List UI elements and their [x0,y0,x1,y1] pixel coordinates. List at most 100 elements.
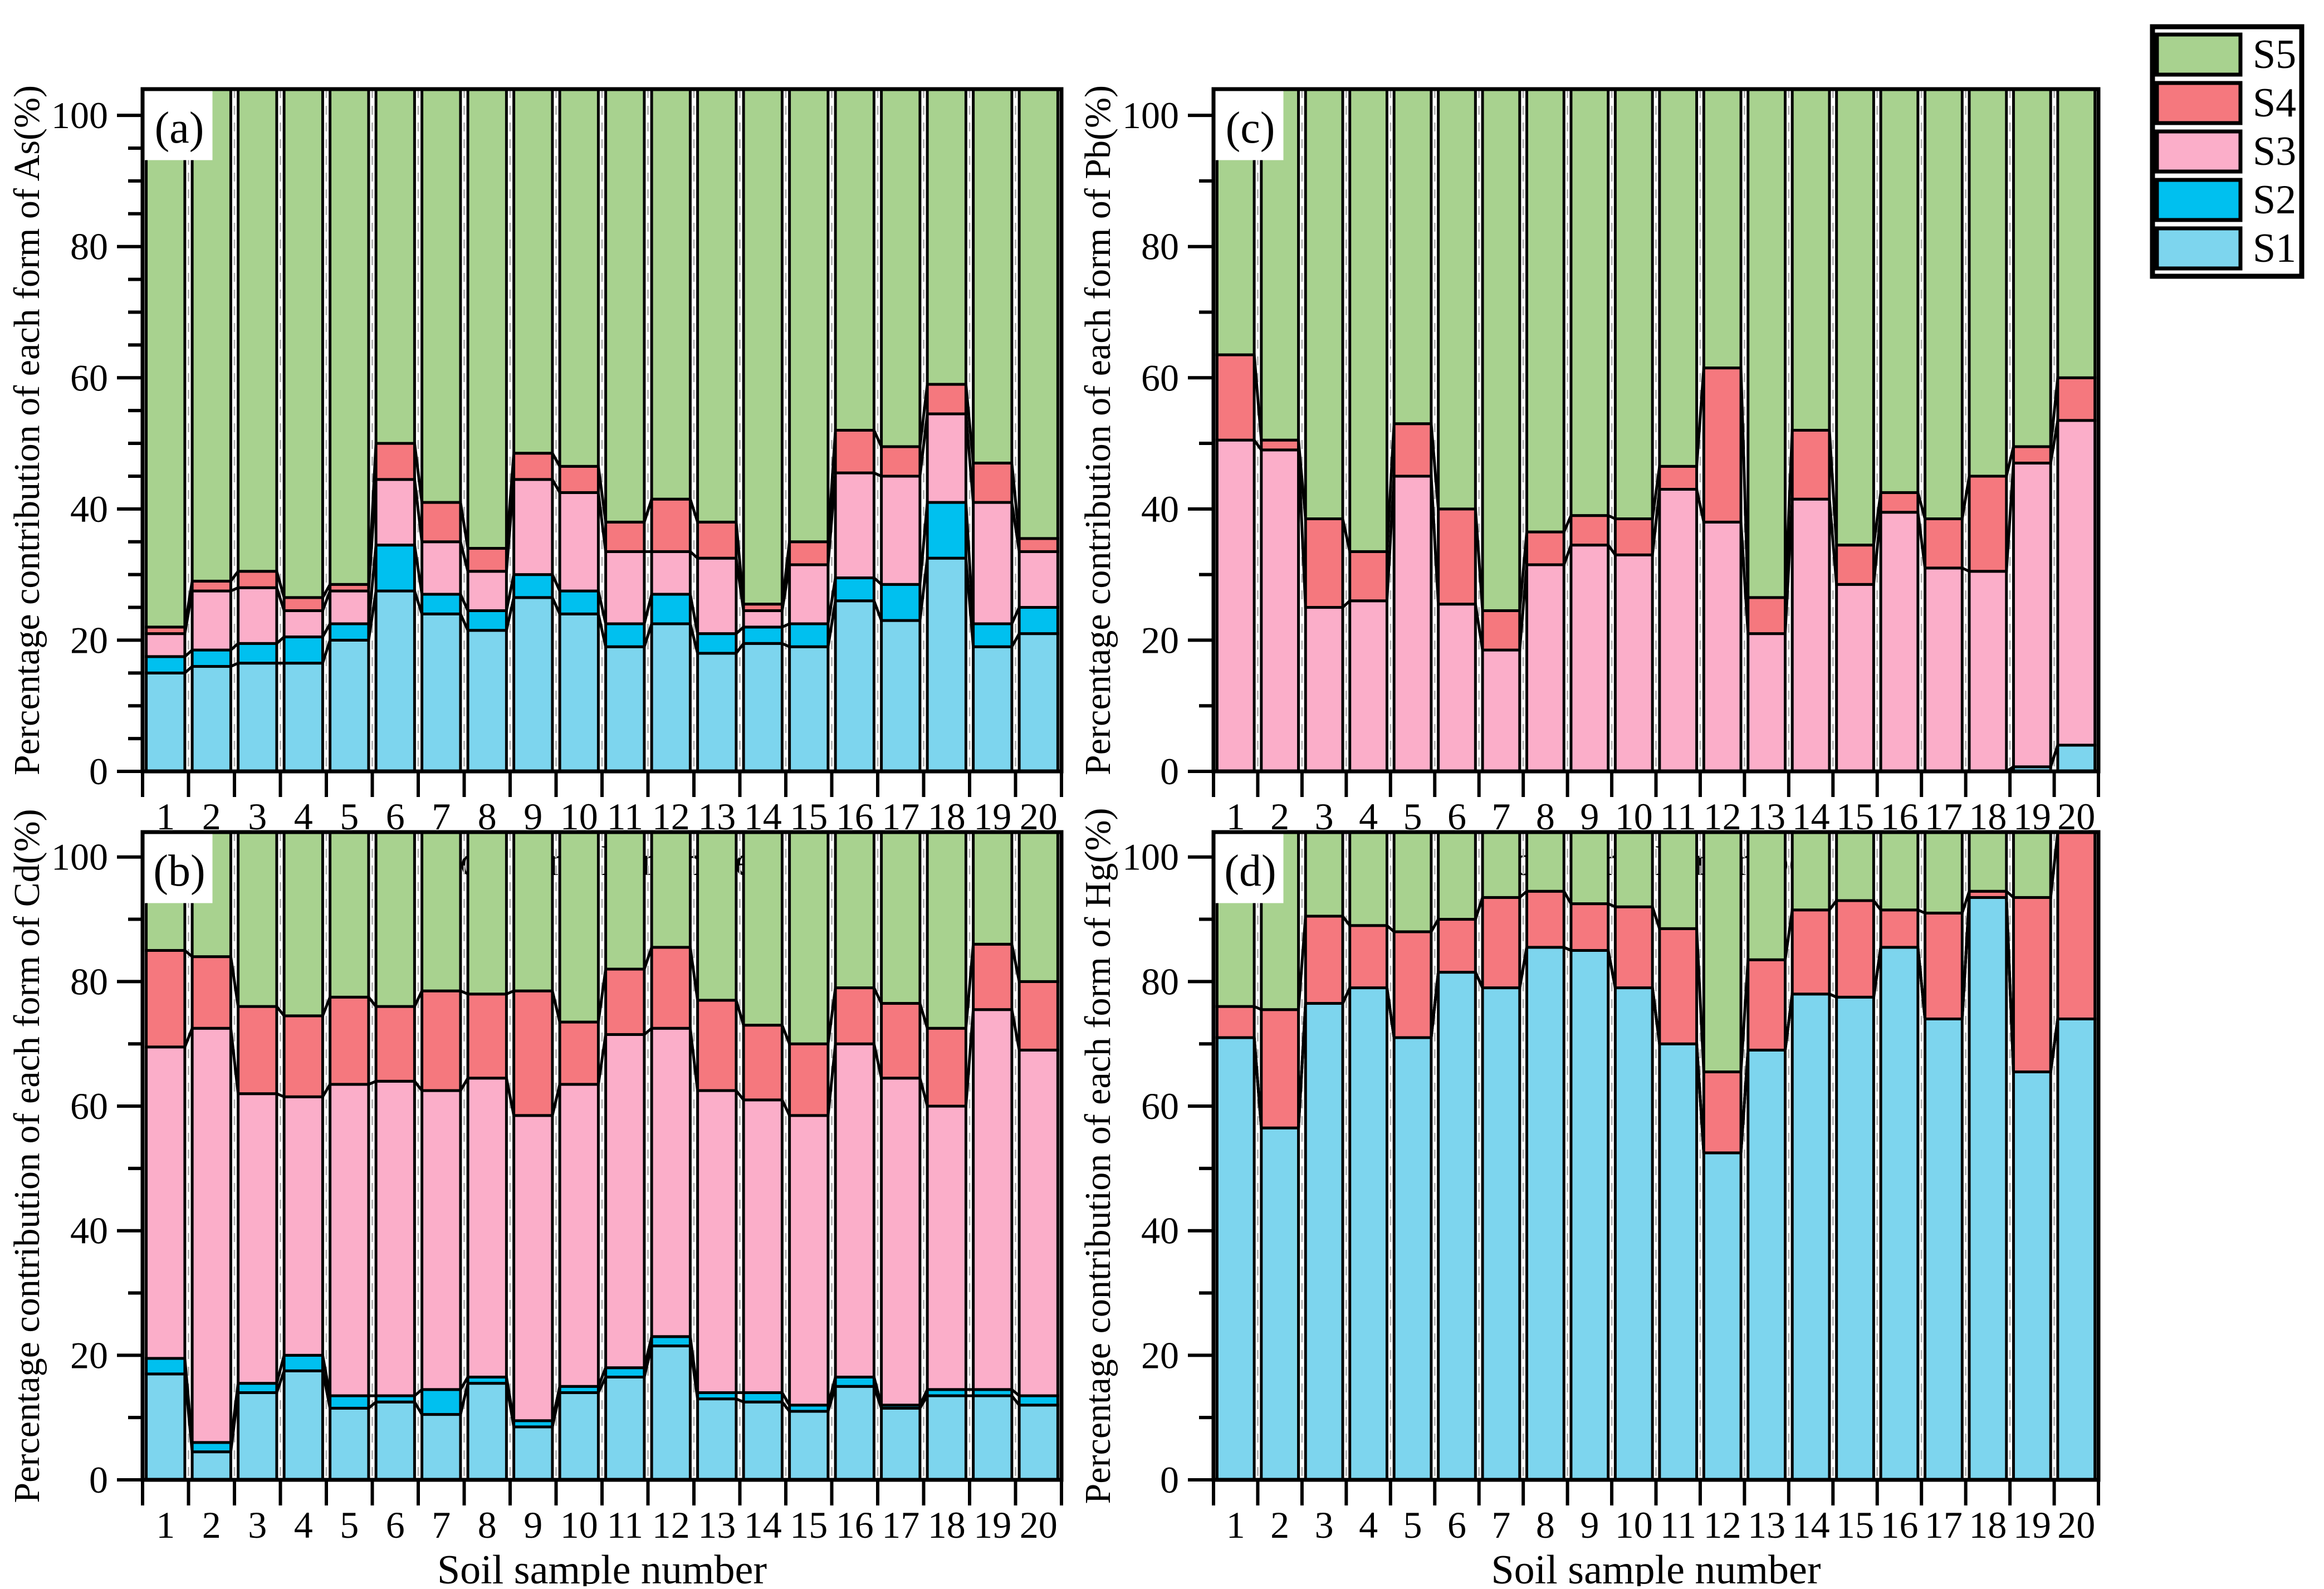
segment-connector [551,597,561,615]
segment-connector [2005,463,2015,571]
bar-segment-s3 [374,478,416,547]
legend-label-s3: S3 [2253,129,2296,174]
x-tick-label: 8 [478,1504,497,1546]
segment-connector [1916,492,1926,520]
bar-segment-s3 [742,609,784,629]
segment-connector [367,590,378,641]
segment-connector [1474,604,1484,651]
segment-connector [688,1028,699,1091]
bar-segment-s2 [604,1366,646,1378]
x-tick-label: 15 [790,1504,828,1546]
bar-segment-s5 [558,87,600,468]
bar-segment-s2 [237,1382,278,1394]
segment-connector [1960,476,1971,519]
bar-segment-s3 [1569,544,1610,773]
bar-segment-s4 [880,445,922,478]
bar-segment-s1 [237,1391,278,1482]
segment-connector [1828,430,1838,545]
bar-segment-s3 [1658,488,1699,773]
segment-connector [1607,902,1616,908]
bar-segment-s5 [1835,830,1875,902]
bar-segment-s5 [1569,830,1610,906]
segment-connector [643,1336,653,1368]
y-tick-label: 60 [1141,1085,1179,1127]
segment-connector [1386,924,1395,933]
x-tick-label: 10 [560,1504,598,1546]
segment-connector [597,1367,607,1387]
segment-connector [505,479,516,571]
bar-segment-s2 [1017,1394,1059,1407]
bar-segment-s5 [2012,830,2052,899]
bar-segment-s5 [1525,87,1565,534]
segment-connector [1651,906,1661,930]
bar-segment-s1 [2056,1017,2097,1482]
bar-segment-s2 [145,655,187,674]
bar-segment-s4 [696,999,738,1092]
x-axis-title: Soil sample number [1491,1547,1821,1586]
x-tick-label: 7 [432,1504,451,1546]
bar-segment-s3 [190,589,232,652]
segment-connector [367,443,378,585]
segment-connector [1474,509,1484,611]
segment-connector [1651,466,1661,519]
segment-connector [873,471,882,478]
y-tick-label: 20 [1141,619,1179,661]
bar-segment-s5 [329,830,370,999]
y-tick-label: 80 [70,960,108,1003]
bar-segment-s3 [926,1104,967,1391]
bar-segment-s3 [1924,566,1964,773]
bar-segment-s3 [742,1098,784,1394]
x-tick-label: 16 [836,1504,874,1546]
bar-segment-s4 [650,946,692,1030]
bar-segment-s5 [237,87,278,573]
bar-segment-s2 [650,1335,692,1348]
bar-segment-s4 [1658,465,1699,491]
bar-segment-s2 [329,1394,370,1410]
segment-connector [321,623,331,638]
bar-segment-s1 [512,1425,554,1482]
segment-connector [275,1370,286,1394]
segment-connector [1784,910,1794,960]
segment-connector [918,1388,929,1406]
bar-segment-s2 [282,1353,324,1372]
bar-segment-s4 [1481,609,1521,652]
y-tick-label: 80 [70,226,108,268]
segment-connector [596,1034,608,1085]
segment-connector [1784,994,1794,1050]
bar-segment-s1 [374,589,416,773]
bar-segment-s3 [880,475,922,586]
segment-connector [1010,1395,1021,1406]
y-tick-label: 80 [1141,960,1179,1003]
bar-segment-s1 [1924,1017,1964,1482]
bar-segment-s2 [788,622,830,648]
bar-segment-s1 [926,1394,967,1482]
segment-connector [781,1401,791,1412]
segment-connector [1872,947,1882,998]
bar-segment-s4 [1569,514,1610,547]
bar-segment-s5 [696,87,738,524]
x-tick-label: 19 [973,1504,1011,1546]
bar-segment-s4 [282,596,324,612]
segment-connector [459,593,469,612]
segment-connector [321,1355,332,1396]
x-tick-label: 1 [156,1504,175,1546]
bar-segment-s1 [374,1400,416,1482]
segment-connector [2049,745,2059,767]
x-tick-label: 3 [248,1504,267,1546]
bar-segment-s5 [972,87,1014,465]
bar-segment-s4 [1835,544,1875,586]
bar-segment-s4 [420,989,462,1092]
bar-segment-s3 [512,1114,554,1422]
segment-connector [459,989,469,996]
segment-connector [551,478,561,493]
bar-segment-s2 [742,1391,784,1404]
segment-connector [367,996,378,1008]
bar-segment-s4 [2012,896,2052,1074]
bar-segment-s1 [788,645,830,773]
segment-connector [1563,946,1572,952]
bar-segment-s1 [329,638,370,773]
bar-segment-s1 [420,1413,462,1482]
bar-segment-s5 [1481,87,1521,612]
segment-connector [1254,1005,1262,1011]
